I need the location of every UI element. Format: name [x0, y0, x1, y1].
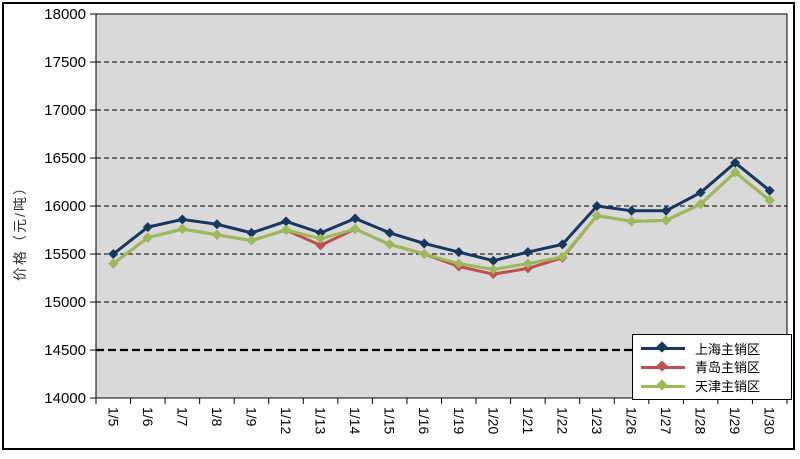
series-line-0 [111, 161, 772, 263]
data-point-series-0 [453, 247, 464, 258]
data-point-series-0 [246, 227, 257, 238]
data-point-series-2 [419, 249, 430, 259]
x-category-label: 1/5 [105, 407, 121, 427]
data-point-series-2 [695, 199, 706, 210]
y-tick-label: 16500 [44, 150, 86, 167]
data-point-series-0 [591, 201, 602, 211]
x-category-label: 1/29 [727, 407, 743, 434]
data-point-series-0 [764, 185, 775, 196]
data-point-series-0 [315, 227, 326, 238]
x-category-label: 1/15 [382, 407, 398, 434]
data-point-series-2 [384, 239, 395, 250]
data-point-series-0 [522, 247, 533, 258]
x-category-label: 1/21 [520, 407, 536, 434]
data-point-series-0 [384, 227, 395, 238]
legend-item-1: 青岛主销区 [639, 358, 785, 376]
data-point-series-2 [108, 258, 119, 269]
data-point-series-2 [730, 167, 741, 178]
y-axis-title: 价格（元/吨） [12, 179, 28, 281]
data-point-series-2 [281, 225, 292, 235]
x-category-label: 1/26 [624, 407, 640, 434]
data-point-series-2 [764, 195, 775, 206]
legend-label: 青岛主销区 [695, 360, 761, 376]
diamond-marker-icon [656, 360, 668, 372]
x-category-label: 1/8 [209, 407, 225, 427]
legend: 上海主销区青岛主销区天津主销区 [632, 334, 792, 400]
x-category-label: 1/23 [589, 407, 605, 434]
y-tick-label: 18000 [44, 6, 86, 23]
diamond-marker-icon [656, 341, 668, 353]
data-point-series-0 [626, 205, 637, 216]
data-point-series-2 [557, 251, 568, 262]
data-point-series-0 [419, 238, 430, 249]
data-point-series-2 [626, 216, 637, 227]
legend-label: 上海主销区 [695, 341, 761, 357]
data-point-series-2 [488, 264, 499, 275]
data-point-series-0 [488, 255, 499, 266]
legend-label: 天津主销区 [695, 379, 761, 395]
data-point-series-0 [350, 213, 361, 224]
data-point-series-0 [177, 214, 188, 225]
legend-item-2: 天津主销区 [639, 377, 785, 395]
x-category-label: 1/12 [278, 407, 294, 434]
x-category-label: 1/9 [243, 407, 259, 427]
x-category-label: 1/20 [485, 407, 501, 434]
legend-line-sample [639, 339, 687, 357]
x-category-label: 1/16 [416, 407, 432, 434]
x-category-label: 1/13 [313, 407, 329, 434]
y-tick-label: 15000 [44, 294, 86, 311]
y-tick-label: 14000 [44, 390, 86, 407]
data-point-series-2 [350, 224, 361, 235]
data-point-series-2 [315, 233, 326, 244]
data-point-series-0 [108, 249, 119, 259]
x-category-label: 1/7 [174, 407, 190, 427]
x-category-label: 1/28 [693, 407, 709, 434]
data-point-series-0 [695, 187, 706, 198]
data-point-series-2 [177, 224, 188, 235]
y-tick-label: 17500 [44, 54, 86, 71]
data-point-series-2 [246, 235, 257, 246]
data-point-series-0 [730, 157, 741, 168]
y-tick-label: 16000 [44, 198, 86, 215]
x-category-label: 1/14 [347, 407, 363, 434]
data-point-series-0 [281, 216, 292, 227]
series-line-2 [111, 170, 772, 271]
data-point-series-2 [661, 215, 672, 226]
data-point-series-0 [142, 222, 153, 233]
data-point-series-2 [142, 232, 153, 243]
data-point-series-0 [211, 219, 222, 230]
data-point-series-0 [661, 205, 672, 216]
x-category-label: 1/30 [762, 407, 778, 434]
data-point-series-2 [211, 229, 222, 240]
data-point-series-0 [557, 239, 568, 250]
x-category-label: 1/27 [658, 407, 674, 434]
data-point-series-1 [315, 240, 326, 251]
x-category-label: 1/19 [451, 407, 467, 434]
x-category-label: 1/6 [140, 407, 156, 427]
y-tick-label: 15500 [44, 246, 86, 263]
data-point-series-2 [453, 258, 464, 269]
y-tick-label: 17000 [44, 102, 86, 119]
legend-item-0: 上海主销区 [639, 339, 785, 357]
legend-line-sample [639, 358, 687, 376]
y-tick-label: 14500 [44, 342, 86, 359]
data-point-series-2 [591, 210, 602, 221]
data-point-series-2 [522, 258, 533, 269]
legend-line-sample [639, 377, 687, 395]
diamond-marker-icon [656, 378, 668, 391]
x-category-label: 1/22 [554, 407, 570, 434]
